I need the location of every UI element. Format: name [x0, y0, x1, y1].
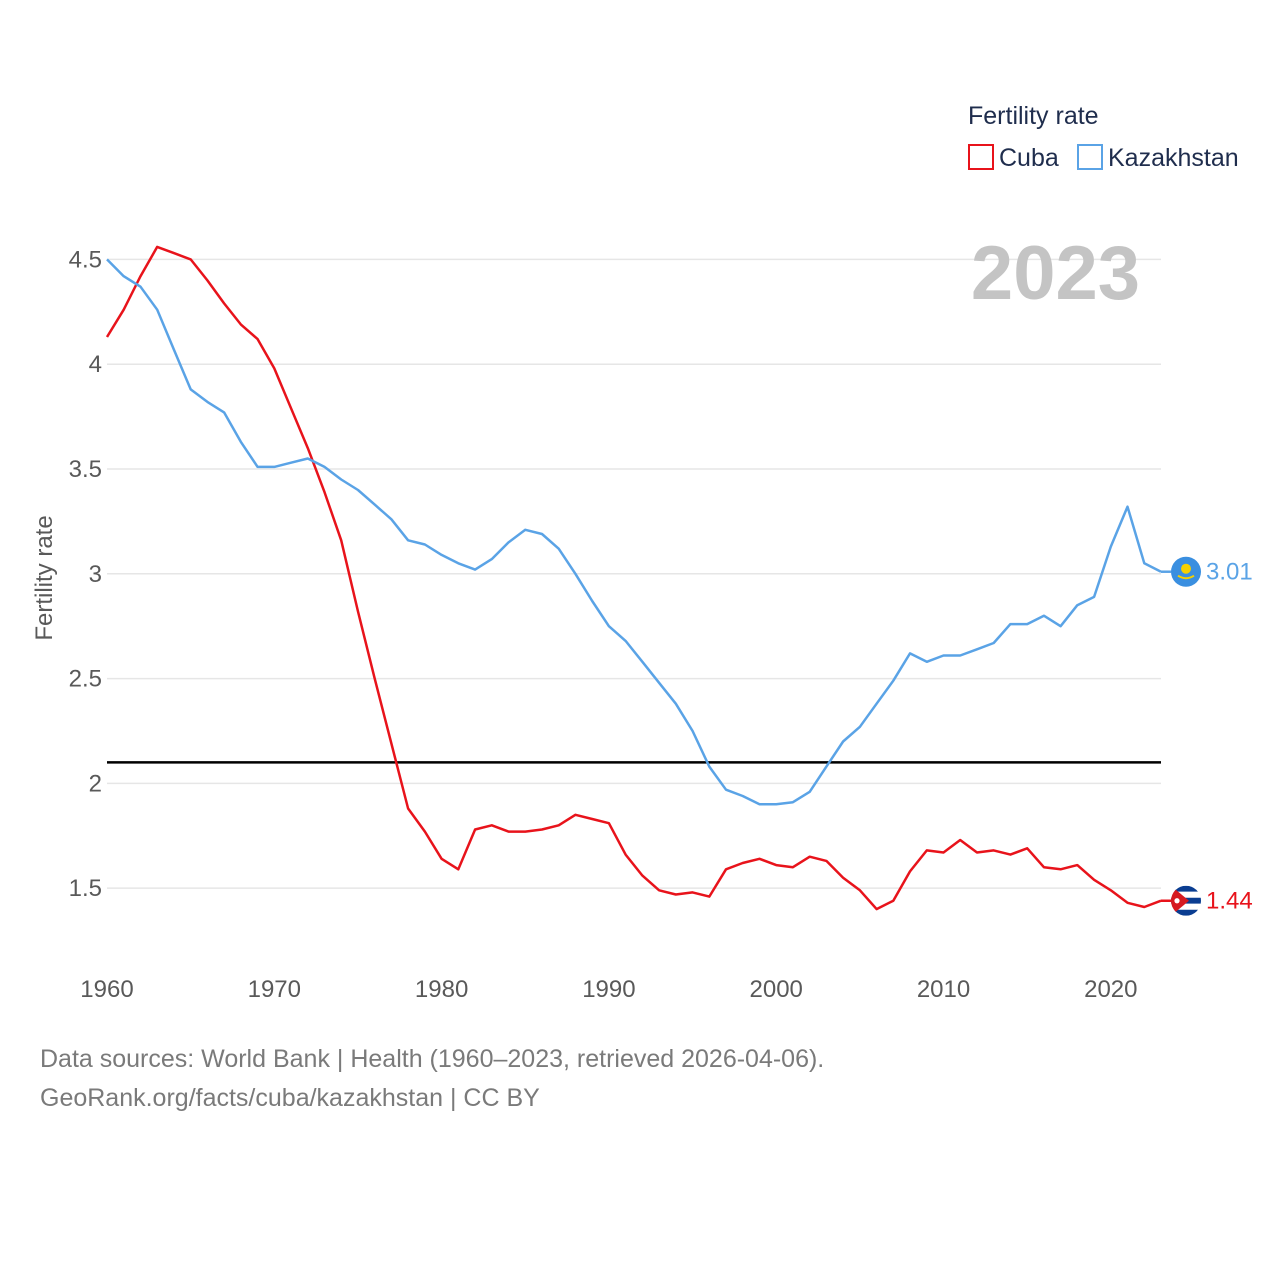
y-axis-label: Fertility rate — [31, 515, 58, 640]
footer-sources: Data sources: World Bank | Health (1960–… — [40, 1045, 825, 1073]
y-axis-ticks: 1.5 2 2.5 3 3.5 4 4.5 — [69, 246, 102, 902]
y-tick-label: 3 — [89, 561, 102, 588]
x-axis-ticks: 1960 1970 1980 1990 2000 2010 2020 — [80, 976, 1137, 1003]
end-markers: 1.44 3.01 — [1161, 556, 1253, 916]
gridlines — [107, 258, 1161, 889]
x-tick-label: 2010 — [917, 976, 970, 1003]
series-line-cuba[interactable] — [105, 245, 1162, 911]
cuba-flag-icon — [1171, 885, 1201, 916]
legend-label-kazakhstan[interactable]: Kazakhstan — [1108, 144, 1239, 172]
end-value-label-cuba: 1.44 — [1206, 888, 1253, 915]
x-tick-label: 1970 — [248, 976, 301, 1003]
x-tick-label: 1990 — [582, 976, 635, 1003]
legend: Fertility rate Cuba Kazakhstan — [968, 102, 1239, 172]
legend-swatch-cuba[interactable] — [968, 144, 994, 170]
y-tick-label: 4.5 — [69, 246, 102, 273]
series-line-kazakhstan[interactable] — [106, 258, 1162, 806]
x-tick-label: 2020 — [1084, 976, 1137, 1003]
end-value-label-kazakhstan: 3.01 — [1206, 559, 1253, 586]
kazakhstan-flag-icon — [1171, 556, 1201, 587]
series-lines — [105, 245, 1162, 911]
y-tick-label: 1.5 — [69, 875, 102, 902]
x-tick-label: 1980 — [415, 976, 468, 1003]
y-tick-label: 4 — [89, 351, 102, 378]
legend-label-cuba[interactable]: Cuba — [999, 144, 1059, 172]
y-tick-label: 2.5 — [69, 666, 102, 693]
year-label: 2023 — [971, 231, 1140, 316]
x-tick-label: 1960 — [80, 976, 133, 1003]
y-tick-label: 2 — [89, 770, 102, 797]
legend-title: Fertility rate — [968, 102, 1099, 130]
legend-swatch-kazakhstan[interactable] — [1077, 144, 1103, 170]
y-tick-label: 3.5 — [69, 456, 102, 483]
footer-link[interactable]: GeoRank.org/facts/cuba/kazakhstan | CC B… — [40, 1084, 540, 1112]
x-tick-label: 2000 — [750, 976, 803, 1003]
